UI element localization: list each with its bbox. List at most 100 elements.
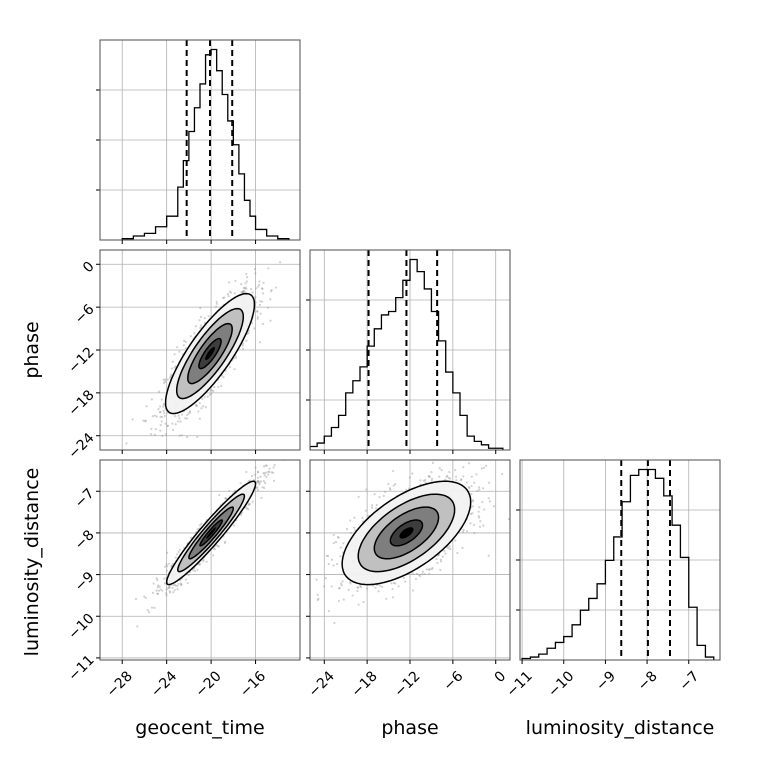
sample-point bbox=[213, 548, 216, 551]
sample-point bbox=[411, 589, 415, 592]
sample-point bbox=[254, 466, 257, 469]
sample-point bbox=[169, 591, 172, 594]
sample-point bbox=[258, 481, 261, 485]
sample-point bbox=[375, 504, 378, 507]
sample-point bbox=[444, 478, 447, 481]
sample-point bbox=[327, 609, 330, 613]
sample-point bbox=[228, 489, 231, 493]
sample-point bbox=[200, 522, 203, 525]
panel-phase-hist bbox=[306, 249, 511, 454]
sample-point bbox=[199, 315, 203, 319]
sample-point bbox=[470, 493, 473, 496]
sample-point bbox=[454, 468, 457, 472]
sample-point bbox=[315, 578, 318, 581]
sample-point bbox=[156, 592, 159, 595]
sample-point bbox=[456, 551, 459, 555]
sample-point bbox=[245, 287, 248, 290]
sample-point bbox=[263, 486, 266, 489]
sample-point bbox=[156, 592, 160, 596]
sample-point bbox=[244, 282, 247, 285]
hist-outline-luminosity_distance bbox=[521, 468, 715, 660]
sample-point bbox=[212, 547, 216, 550]
sample-point bbox=[215, 300, 218, 303]
sample-point bbox=[431, 566, 434, 570]
sample-point bbox=[173, 583, 176, 586]
sample-point bbox=[326, 554, 330, 557]
sample-point bbox=[362, 600, 365, 604]
sample-point bbox=[134, 597, 138, 601]
sample-point bbox=[415, 572, 419, 575]
sample-point bbox=[165, 594, 168, 597]
sample-point bbox=[262, 281, 265, 284]
sample-point bbox=[147, 611, 151, 614]
sample-point bbox=[167, 587, 170, 590]
sample-point bbox=[222, 296, 225, 300]
sample-point bbox=[258, 483, 261, 486]
contour-3 bbox=[389, 519, 424, 547]
sample-point bbox=[223, 541, 226, 545]
sample-point bbox=[162, 378, 165, 381]
sample-point bbox=[454, 539, 457, 542]
sample-point bbox=[186, 581, 189, 585]
sample-point bbox=[158, 411, 162, 414]
sample-point bbox=[256, 315, 259, 319]
sample-point bbox=[439, 568, 442, 572]
sample-point bbox=[213, 385, 216, 389]
ytick-label-phase-vs-geocent_time-1: −18 bbox=[65, 387, 97, 419]
xtick-label-luminosity_distance-vs-phase-0: −24 bbox=[306, 668, 338, 700]
sample-point bbox=[272, 466, 275, 469]
sample-point bbox=[188, 411, 191, 414]
sample-point bbox=[209, 389, 212, 392]
sample-point bbox=[183, 339, 186, 342]
xtick-label-luminosity_distance-vs-phase-4: 0 bbox=[492, 668, 510, 686]
sample-point bbox=[185, 417, 189, 420]
sample-point bbox=[177, 414, 180, 417]
sample-point bbox=[257, 480, 260, 484]
sample-point bbox=[245, 280, 248, 283]
sample-point bbox=[196, 435, 199, 438]
sample-point bbox=[471, 500, 475, 503]
sample-point bbox=[274, 286, 278, 289]
ytick-label-luminosity_distance-vs-geocent_time-2: −9 bbox=[72, 569, 98, 595]
sample-point bbox=[444, 552, 447, 555]
sample-point bbox=[222, 375, 225, 379]
sample-point bbox=[270, 290, 273, 293]
sample-point bbox=[163, 412, 166, 415]
sample-point bbox=[435, 557, 438, 561]
sample-point bbox=[447, 476, 450, 480]
sample-point bbox=[440, 468, 443, 472]
sample-point bbox=[422, 479, 425, 482]
sample-point bbox=[501, 473, 504, 476]
sample-point bbox=[447, 547, 450, 550]
sample-point bbox=[378, 495, 381, 499]
sample-point bbox=[202, 559, 205, 563]
density-peak bbox=[205, 347, 215, 361]
sample-point bbox=[220, 384, 223, 388]
sample-point bbox=[478, 516, 481, 519]
sample-point bbox=[336, 535, 340, 539]
sample-point bbox=[171, 422, 174, 425]
ytick-label-phase-vs-geocent_time-4: 0 bbox=[80, 259, 98, 277]
contour-1 bbox=[175, 307, 245, 400]
sample-point bbox=[483, 466, 486, 469]
sample-point bbox=[384, 490, 387, 493]
sample-point bbox=[168, 586, 171, 589]
sample-point bbox=[214, 305, 218, 308]
xtick-label-luminosity_distance-vs-geocent_time-2: −20 bbox=[193, 668, 225, 700]
sample-point bbox=[421, 572, 424, 576]
sample-point bbox=[184, 417, 187, 420]
sample-point bbox=[150, 427, 153, 430]
sample-point bbox=[152, 582, 155, 585]
sample-point bbox=[419, 479, 422, 482]
sample-point bbox=[198, 319, 201, 322]
sample-point bbox=[190, 536, 193, 539]
sample-point bbox=[462, 530, 465, 533]
xtick-label-luminosity_distance-2: −9 bbox=[593, 668, 619, 694]
sample-point bbox=[247, 508, 250, 511]
sample-point bbox=[372, 584, 375, 587]
sample-point bbox=[228, 365, 232, 369]
sample-point bbox=[217, 385, 220, 388]
ytick-label-luminosity_distance-vs-geocent_time-3: −8 bbox=[72, 527, 98, 553]
sample-point bbox=[342, 542, 345, 545]
